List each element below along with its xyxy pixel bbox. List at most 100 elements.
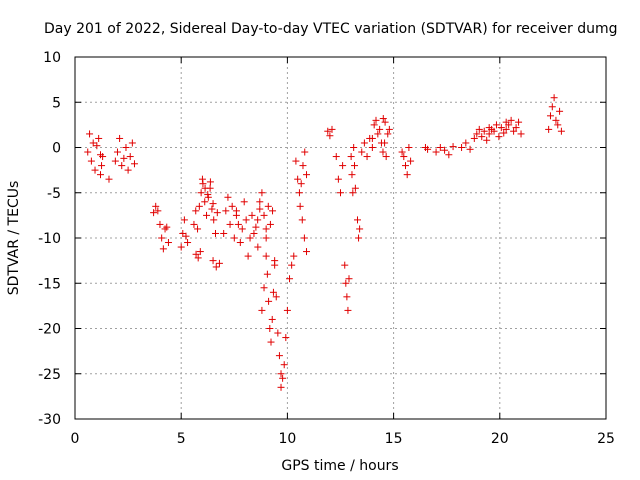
data-point bbox=[407, 157, 415, 165]
data-point bbox=[208, 205, 216, 213]
data-point bbox=[372, 116, 380, 124]
data-point bbox=[267, 338, 275, 346]
y-axis-label: SDTVAR / TECUs bbox=[6, 181, 22, 296]
data-point bbox=[517, 130, 525, 138]
data-point bbox=[266, 325, 274, 332]
data-point bbox=[206, 178, 214, 186]
data-point bbox=[201, 198, 209, 206]
data-point bbox=[266, 220, 274, 228]
data-point bbox=[288, 261, 296, 269]
data-point bbox=[398, 148, 406, 156]
data-point bbox=[298, 216, 306, 224]
x-tick-label: 15 bbox=[385, 431, 403, 447]
data-point bbox=[552, 116, 560, 124]
data-point bbox=[258, 306, 266, 314]
data-point bbox=[332, 153, 340, 161]
data-point bbox=[180, 216, 188, 224]
data-point bbox=[449, 143, 457, 151]
data-point bbox=[262, 225, 270, 233]
data-point bbox=[210, 216, 218, 224]
data-point bbox=[348, 171, 356, 179]
data-point bbox=[548, 103, 556, 111]
data-point bbox=[405, 144, 413, 151]
data-point bbox=[353, 216, 361, 224]
y-tick-label: -15 bbox=[38, 276, 61, 292]
data-point bbox=[161, 225, 169, 233]
data-point bbox=[343, 293, 351, 301]
data-point bbox=[152, 202, 160, 210]
data-point bbox=[260, 211, 268, 219]
data-point bbox=[492, 121, 500, 129]
data-point bbox=[510, 127, 518, 135]
data-point bbox=[381, 118, 389, 126]
data-point bbox=[478, 133, 486, 141]
data-point bbox=[220, 229, 228, 237]
data-point bbox=[349, 189, 357, 197]
data-point bbox=[279, 374, 287, 382]
data-point bbox=[301, 148, 309, 156]
data-point bbox=[326, 132, 334, 140]
data-point bbox=[436, 144, 444, 151]
data-point bbox=[236, 239, 244, 247]
data-point bbox=[550, 94, 558, 102]
data-point bbox=[256, 198, 264, 206]
data-point bbox=[512, 124, 520, 132]
data-point bbox=[122, 144, 130, 151]
data-point bbox=[240, 198, 248, 206]
data-point bbox=[374, 130, 382, 138]
data-point bbox=[250, 229, 258, 237]
data-point bbox=[282, 334, 290, 342]
data-point bbox=[424, 145, 432, 153]
data-point bbox=[91, 166, 99, 174]
x-tick-label: 0 bbox=[71, 431, 80, 447]
data-point bbox=[351, 184, 359, 192]
data-point bbox=[154, 207, 162, 215]
data-point bbox=[507, 116, 515, 124]
data-point bbox=[212, 263, 220, 271]
data-point bbox=[554, 121, 562, 129]
data-point bbox=[209, 200, 217, 208]
data-point bbox=[204, 191, 212, 199]
data-point bbox=[252, 223, 260, 231]
data-point bbox=[192, 250, 200, 258]
data-point bbox=[297, 180, 305, 188]
data-point bbox=[84, 148, 92, 156]
data-point bbox=[337, 189, 344, 197]
data-point bbox=[283, 306, 291, 314]
y-tick-label: -10 bbox=[38, 231, 61, 247]
data-point bbox=[344, 306, 352, 314]
y-tick-label: 5 bbox=[52, 95, 61, 111]
data-point bbox=[158, 234, 166, 242]
data-point bbox=[258, 189, 266, 197]
data-point bbox=[213, 209, 221, 217]
data-point bbox=[292, 157, 300, 165]
data-point bbox=[262, 234, 270, 242]
data-point bbox=[269, 288, 277, 296]
data-point bbox=[483, 136, 491, 144]
data-point bbox=[347, 153, 355, 161]
data-point bbox=[497, 124, 505, 132]
data-point bbox=[244, 252, 252, 260]
x-tick-label: 20 bbox=[491, 431, 509, 447]
y-tick-label: -5 bbox=[47, 186, 61, 202]
data-point bbox=[150, 209, 158, 217]
data-point bbox=[324, 127, 332, 135]
data-point bbox=[303, 248, 311, 256]
data-point bbox=[198, 175, 206, 183]
data-point bbox=[120, 154, 128, 162]
data-point bbox=[98, 162, 106, 170]
data-point bbox=[358, 148, 366, 156]
x-tick-label: 10 bbox=[278, 431, 296, 447]
data-point bbox=[545, 125, 553, 133]
data-point bbox=[274, 329, 282, 337]
data-point bbox=[379, 115, 387, 123]
data-point bbox=[275, 352, 283, 360]
data-point bbox=[111, 157, 119, 165]
data-point bbox=[500, 129, 508, 137]
data-point bbox=[271, 257, 279, 265]
data-point bbox=[300, 234, 308, 242]
data-point bbox=[201, 184, 209, 192]
data-point bbox=[470, 134, 478, 142]
data-point bbox=[96, 171, 104, 179]
data-point bbox=[546, 112, 554, 120]
